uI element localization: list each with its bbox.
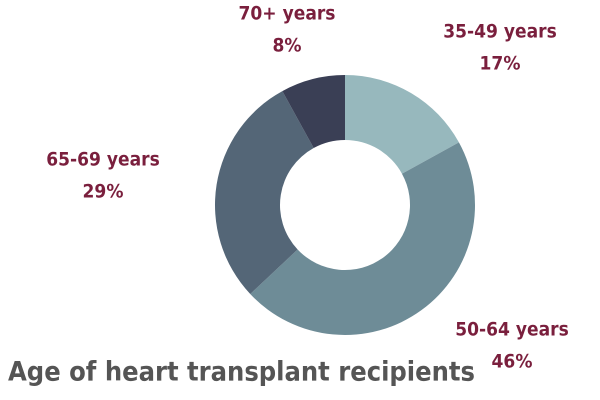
slice-category-label: 65-69 years [46, 149, 160, 171]
slice-value-label: 29% [83, 181, 124, 203]
donut-slice [345, 75, 459, 174]
slice-value-label: 8% [272, 35, 301, 57]
donut-slice [282, 75, 345, 149]
chart-title: Age of heart transplant recipients [8, 357, 475, 388]
donut-slice [250, 142, 476, 336]
slice-category-label: 50-64 years [455, 319, 569, 341]
slice-value-label: 17% [480, 53, 521, 75]
slice-category-label: 70+ years [239, 3, 336, 25]
slice-value-label: 46% [492, 351, 533, 373]
slice-category-label: 35-49 years [443, 21, 557, 43]
donut-slice [214, 91, 314, 294]
